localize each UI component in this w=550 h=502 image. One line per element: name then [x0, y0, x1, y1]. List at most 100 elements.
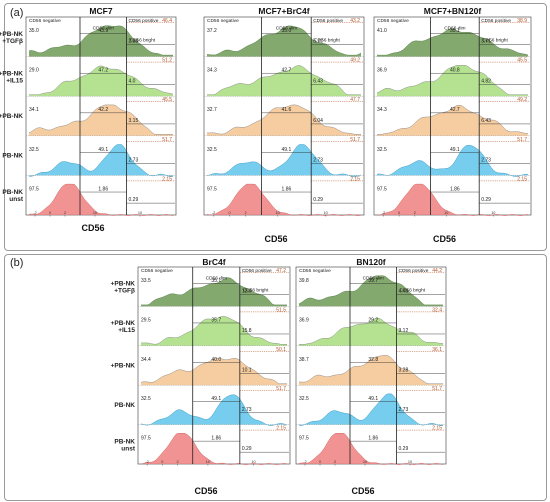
axis-tick-label: 2 [245, 211, 247, 215]
histogram-outline [298, 355, 443, 384]
cd56-dim-value: 40.0 [211, 357, 221, 363]
cd56-dim-value: 40.8 [450, 68, 460, 74]
cd56-positive-value: 44.2 [432, 268, 442, 274]
histogram-area [207, 25, 361, 57]
row-label: +PB-NK [0, 70, 23, 77]
x-axis-label: CD56 [194, 486, 217, 496]
axis-tick-label: -2 [145, 460, 148, 464]
cd56-negative-value: 36.9 [377, 68, 387, 74]
row-label: +IL15 [6, 77, 23, 84]
cd56-dim-value: 1.86 [211, 436, 221, 442]
histogram-outline [298, 275, 443, 306]
axis-tick-label: 0 [398, 211, 400, 215]
cd56-bright-value: 15.8 [242, 328, 252, 334]
histogram-area [29, 184, 173, 216]
panel-a-label: (a) [10, 7, 24, 19]
histogram-outline [376, 65, 528, 95]
gate-label-negative: CD56 negative [299, 268, 331, 274]
cd56-negative-value: 97.5 [377, 186, 387, 192]
row-label: PB-NK [114, 402, 135, 409]
cd56-bright-value: 6.43 [313, 78, 323, 84]
histogram-outline [377, 104, 529, 135]
cd56-bright-value: 4.0 [129, 78, 136, 84]
chart-title: BN120f [356, 257, 385, 267]
cd56-negative-value: 34.1 [29, 107, 39, 113]
cd56-bright-value: 2.38 [129, 39, 139, 45]
cd56-dim-value: 49.1 [98, 147, 108, 153]
row-label: +PB-NK [111, 320, 136, 327]
cd56-bright-value: 2.73 [129, 158, 139, 164]
cd56-positive-value: 36.1 [432, 347, 442, 353]
histogram-outline [299, 317, 443, 345]
axis-tick-label: 2 [334, 460, 336, 464]
histogram-area [377, 184, 528, 216]
cd56-negative-value: 32.5 [299, 396, 309, 402]
cd56-positive-value: 50.1 [276, 347, 286, 353]
axis-tick-label: -2 [382, 211, 385, 215]
cd56-bright-value: 4.82 [481, 78, 491, 84]
row-label: unst [121, 445, 136, 452]
cd56-dim-value: 1.86 [450, 186, 460, 192]
cd56-dim-value: 1.86 [282, 186, 292, 192]
cd56-negative-value: 35.0 [29, 28, 39, 34]
histogram-area [141, 277, 287, 307]
histogram-area [207, 144, 361, 177]
cd56-negative-value: 29.5 [141, 317, 151, 323]
cd56-bright-value: 6.43 [481, 118, 491, 124]
gate-label-bright: CD56 bright [482, 38, 508, 44]
axis-tick-label: -2 [33, 211, 36, 215]
gate-label-dim: CD56 dim [363, 276, 384, 282]
gate-label-bright: CD56 bright [400, 287, 426, 293]
cd56-dim-value: 43.9 [98, 28, 108, 34]
cd56-dim-value: 35.1 [211, 278, 221, 284]
histogram-area [299, 355, 443, 386]
histogram-outline [140, 357, 287, 384]
cd56-negative-value: 33.5 [141, 278, 151, 284]
cd56-bright-value: 5.22 [313, 39, 323, 45]
histogram-area [207, 184, 361, 216]
histogram-area [141, 394, 287, 426]
cd56-bright-value: 3.15 [129, 118, 139, 124]
gate-label-positive: CD56 positive [399, 268, 429, 274]
panel-b-frame [4, 254, 547, 501]
histogram-area [207, 104, 361, 136]
axis-tick-label: 10 [444, 211, 448, 215]
cd56-negative-value: 97.5 [299, 436, 309, 442]
gate-label-positive: CD56 positive [313, 18, 343, 24]
cd56-positive-value: 45.5 [162, 97, 172, 103]
histogram-outline [206, 144, 362, 177]
cd56-positive-value: 47.7 [350, 97, 360, 103]
axis-tick-label: 0 [229, 211, 231, 215]
cd56-negative-value: 36.9 [299, 317, 309, 323]
histogram-area [141, 433, 287, 465]
row-label: PB-NK [2, 153, 23, 160]
gate-label-negative: CD56 negative [29, 18, 61, 24]
histogram-outline [140, 433, 288, 465]
cd56-positive-value: 51.7 [162, 137, 172, 143]
cd56-positive-value: 51.7 [276, 386, 286, 392]
cd56-bright-value: 0.29 [399, 446, 409, 452]
row-label: +TGFβ [2, 38, 23, 45]
axis-tick-label: 10 [138, 211, 142, 215]
cd56-bright-value: 2.73 [313, 158, 323, 164]
cd56-dim-value: 42.2 [98, 107, 108, 113]
gate-label-bright: CD56 bright [314, 38, 340, 44]
row-label: PB-NK [114, 438, 135, 445]
histogram-area [29, 65, 173, 97]
cd56-dim-value: 49.1 [282, 147, 292, 153]
cd56-bright-value: 2.73 [481, 158, 491, 164]
row-label: +PB-NK [0, 113, 23, 120]
cd56-positive-value: 45.5 [517, 58, 527, 64]
histogram-outline [28, 183, 174, 216]
histogram-outline [140, 394, 288, 426]
cd56-positive-value: 51.7 [350, 137, 360, 143]
cd56-negative-value: 34.4 [141, 357, 151, 363]
chart-title: MCF7+BN120f [424, 6, 482, 16]
gate-label-bright: CD56 bright [130, 38, 156, 44]
cd56-negative-value: 97.5 [141, 436, 151, 442]
axis-tick-label: -2 [303, 460, 306, 464]
row-label: unst [9, 196, 24, 203]
panel-b-label: (b) [10, 257, 24, 269]
axis-tick-label: -2 [212, 211, 215, 215]
axis-tick-label: 10 [408, 460, 412, 464]
